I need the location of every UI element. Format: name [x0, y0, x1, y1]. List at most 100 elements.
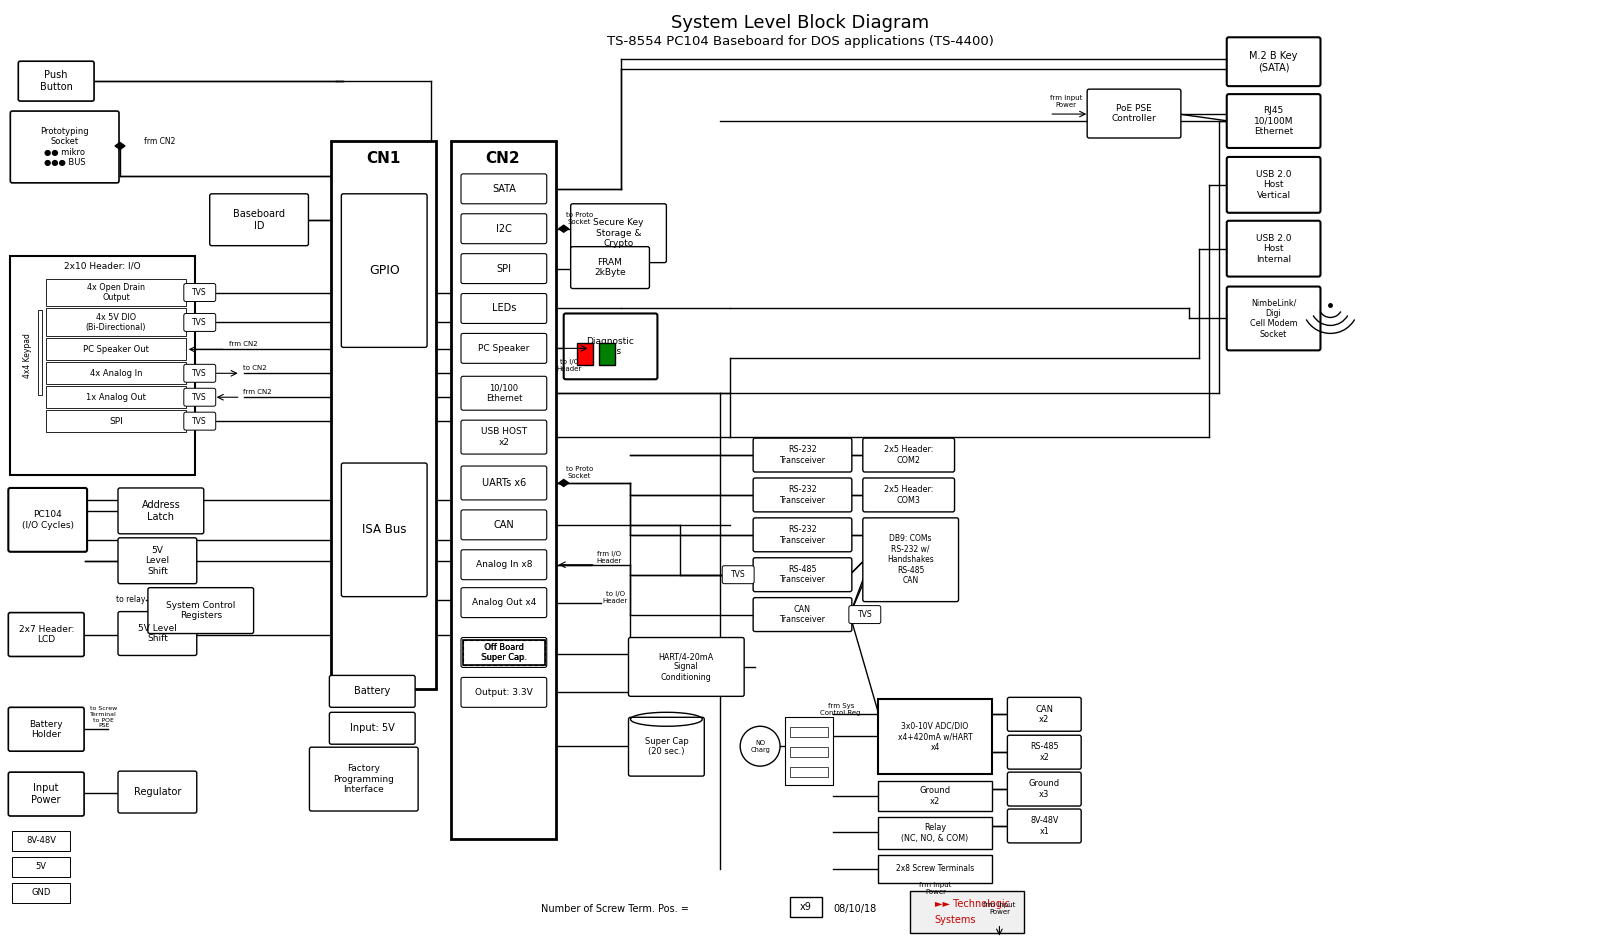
Text: ►► Technologic: ►► Technologic [934, 899, 1010, 909]
Text: ISA Bus: ISA Bus [362, 523, 406, 536]
Text: GPIO: GPIO [370, 264, 400, 277]
Text: UARTs x6: UARTs x6 [482, 478, 526, 488]
Text: frm CN2: frm CN2 [243, 389, 272, 395]
FancyBboxPatch shape [1227, 221, 1320, 276]
Text: frm Input
Power: frm Input Power [920, 883, 952, 895]
FancyBboxPatch shape [1227, 287, 1320, 350]
Bar [451, 141, 555, 839]
FancyBboxPatch shape [461, 466, 547, 500]
Text: CAN: CAN [493, 520, 514, 530]
Text: Regulator: Regulator [134, 787, 181, 797]
Text: HART/4-20mA
Signal
Conditioning: HART/4-20mA Signal Conditioning [659, 652, 714, 681]
Text: Address
Latch: Address Latch [141, 500, 181, 522]
Bar [790, 727, 827, 737]
FancyBboxPatch shape [754, 598, 851, 631]
Text: SATA: SATA [491, 184, 515, 194]
Text: frm CN2: frm CN2 [144, 138, 176, 146]
Text: to CN2: to CN2 [243, 365, 266, 371]
Polygon shape [115, 142, 125, 149]
FancyBboxPatch shape [461, 253, 547, 284]
FancyBboxPatch shape [184, 388, 216, 406]
FancyBboxPatch shape [754, 478, 851, 512]
Text: Relay
(NC, NO, & COM): Relay (NC, NO, & COM) [901, 823, 968, 843]
FancyBboxPatch shape [461, 420, 547, 454]
Text: Off Board
Super Cap.: Off Board Super Cap. [482, 642, 526, 662]
FancyBboxPatch shape [461, 510, 547, 540]
FancyBboxPatch shape [184, 364, 216, 382]
Bar [10, 255, 195, 475]
FancyBboxPatch shape [184, 412, 216, 430]
Text: PC Speaker: PC Speaker [478, 344, 530, 353]
Bar [790, 767, 827, 777]
FancyBboxPatch shape [461, 638, 547, 667]
FancyBboxPatch shape [8, 772, 85, 816]
FancyBboxPatch shape [1008, 772, 1082, 806]
Text: 4x Analog In: 4x Analog In [90, 369, 142, 378]
Bar [790, 747, 827, 757]
Text: frm I/O
Header: frm I/O Header [597, 551, 622, 565]
Text: 3x0-10V ADC/DIO
x4+420mA w/HART
x4: 3x0-10V ADC/DIO x4+420mA w/HART x4 [898, 722, 973, 752]
Text: Ground
x3: Ground x3 [1029, 779, 1059, 799]
FancyBboxPatch shape [461, 214, 547, 244]
Text: x9: x9 [800, 902, 811, 912]
Text: Systems: Systems [934, 915, 976, 924]
Bar [46, 339, 186, 361]
FancyBboxPatch shape [571, 204, 666, 263]
FancyBboxPatch shape [8, 488, 86, 551]
Text: 8V-48V: 8V-48V [26, 836, 56, 846]
FancyBboxPatch shape [118, 538, 197, 584]
Text: frm Sys
Control Reg.: frm Sys Control Reg. [819, 703, 862, 716]
Text: TVS: TVS [192, 288, 206, 297]
Text: Off Board
Super Cap.: Off Board Super Cap. [480, 642, 526, 662]
FancyBboxPatch shape [1227, 94, 1320, 148]
Bar [46, 308, 186, 336]
Text: to I/O
Header: to I/O Header [557, 359, 582, 372]
FancyBboxPatch shape [1008, 809, 1082, 843]
Text: Super Cap
(20 sec.): Super Cap (20 sec.) [645, 737, 688, 756]
FancyBboxPatch shape [571, 247, 650, 288]
Text: 1x Analog Out: 1x Analog Out [86, 393, 146, 401]
Polygon shape [558, 479, 568, 487]
FancyBboxPatch shape [461, 377, 547, 410]
FancyBboxPatch shape [461, 333, 547, 363]
Text: TVS: TVS [192, 417, 206, 426]
Text: 4x Open Drain
Output: 4x Open Drain Output [86, 283, 146, 302]
Text: LEDs: LEDs [491, 304, 517, 313]
Text: Diagnostic
LEDs: Diagnostic LEDs [587, 337, 635, 356]
Bar [878, 855, 992, 883]
Text: Secure Key
Storage &
Crypto: Secure Key Storage & Crypto [594, 218, 643, 248]
FancyBboxPatch shape [461, 549, 547, 580]
FancyBboxPatch shape [754, 558, 851, 591]
Text: RS-485
x2: RS-485 x2 [1030, 742, 1059, 762]
Text: USB HOST
x2: USB HOST x2 [482, 427, 526, 447]
FancyBboxPatch shape [8, 707, 85, 752]
FancyBboxPatch shape [461, 293, 547, 324]
Text: Input
Power: Input Power [32, 783, 61, 805]
FancyBboxPatch shape [147, 587, 254, 634]
FancyBboxPatch shape [563, 313, 658, 380]
Text: NimbeLink/
Digi
Cell Modem
Socket: NimbeLink/ Digi Cell Modem Socket [1250, 298, 1298, 339]
Bar [878, 781, 992, 811]
Bar [910, 891, 1024, 933]
Text: RS-485
Transceiver: RS-485 Transceiver [779, 565, 826, 585]
Bar [38, 310, 42, 395]
FancyBboxPatch shape [10, 111, 118, 183]
FancyBboxPatch shape [184, 313, 216, 331]
Text: Analog In x8: Analog In x8 [475, 560, 533, 569]
Text: 2x8 Screw Terminals: 2x8 Screw Terminals [896, 865, 974, 873]
FancyBboxPatch shape [118, 611, 197, 656]
FancyBboxPatch shape [1008, 735, 1082, 769]
Bar [790, 897, 822, 917]
Text: TVS: TVS [192, 393, 206, 401]
Text: 5V
Level
Shift: 5V Level Shift [146, 546, 170, 576]
Text: Push
Button: Push Button [40, 70, 72, 92]
Text: to relay: to relay [115, 595, 146, 605]
FancyBboxPatch shape [210, 194, 309, 246]
Text: 2x7 Header:
LCD: 2x7 Header: LCD [19, 624, 74, 644]
Text: USB 2.0
Host
Internal: USB 2.0 Host Internal [1256, 233, 1291, 264]
Bar [331, 141, 437, 689]
Text: Battery: Battery [354, 686, 390, 697]
Text: Baseboard
ID: Baseboard ID [234, 209, 285, 231]
Text: TVS: TVS [192, 318, 206, 327]
Bar [878, 817, 992, 849]
